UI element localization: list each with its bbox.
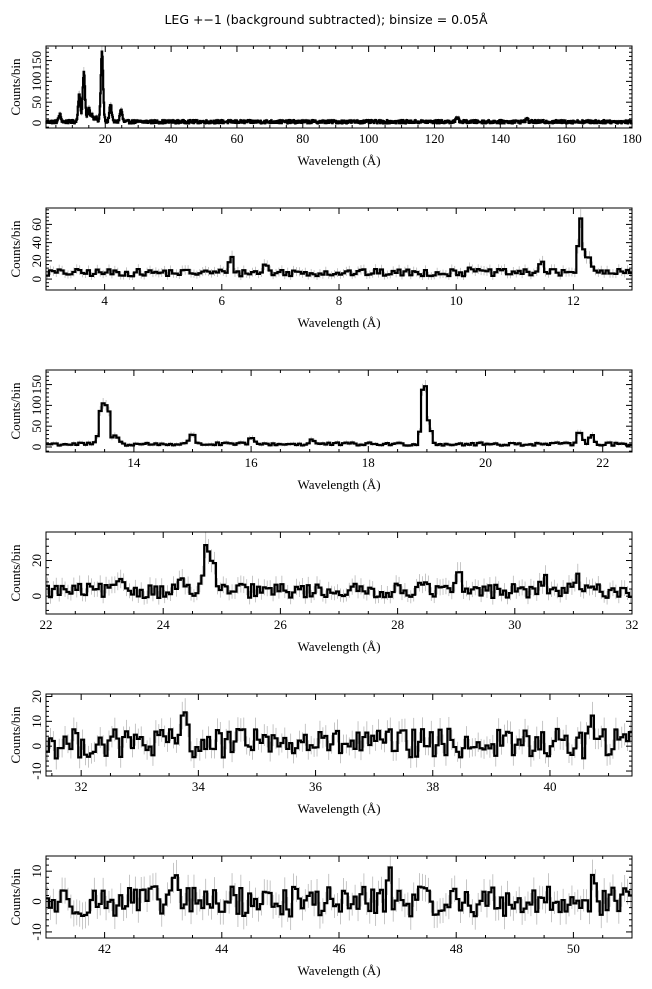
- panel-2: 4 6 8 10 12 0 20 40 60 Wavelength (Å) Counts/bin: [8, 207, 633, 330]
- y-axis-label: Counts/bin: [8, 220, 23, 278]
- y-tick-label: 0: [29, 898, 44, 905]
- plot-frame: [45, 693, 633, 777]
- x-tick-label: 36: [309, 779, 323, 794]
- y-tick-label: 10: [29, 715, 44, 728]
- y-tick-label: 150: [29, 51, 44, 71]
- x-tick-label: 22: [596, 455, 609, 470]
- y-tick-label: 0: [29, 593, 44, 600]
- x-tick-label: 30: [508, 617, 521, 632]
- x-tick-label: 12: [567, 293, 580, 308]
- y-tick-label: 50: [29, 96, 44, 109]
- x-tick-label: 18: [362, 455, 375, 470]
- y-tick-label: 60: [29, 218, 44, 231]
- x-tick-label: 120: [425, 131, 445, 146]
- y-tick-label: 20: [29, 690, 44, 703]
- y-axis-label: Counts/bin: [8, 544, 23, 602]
- y-axis-label: Counts/bin: [8, 382, 23, 440]
- x-tick-label: 28: [391, 617, 404, 632]
- x-tick-label: 32: [75, 779, 88, 794]
- y-axis-label: Counts/bin: [8, 58, 23, 116]
- x-tick-label: 180: [622, 131, 642, 146]
- y-axis-label: Counts/bin: [8, 706, 23, 764]
- panel-5: 32 34 36 38 40 -10 0 10 20 Wavelength (Å) Counts/b…: [8, 690, 633, 816]
- spectrum-line: [46, 866, 632, 918]
- x-axis-label: Wavelength (Å): [297, 639, 380, 654]
- x-tick-label: 42: [98, 941, 111, 956]
- plot-frame: [45, 531, 633, 615]
- y-tick-label: -10: [29, 923, 44, 940]
- x-axis-label: Wavelength (Å): [297, 963, 380, 978]
- figure-title: LEG +−1 (background subtracted); binsize…: [164, 12, 488, 27]
- panel-6: 42 44 46 48 50 -10 0 10 Wavelength (Å) Counts/bin: [8, 855, 633, 978]
- spectrum-line: [46, 385, 632, 447]
- x-tick-label: 16: [245, 455, 259, 470]
- x-tick-label: 44: [215, 941, 229, 956]
- y-tick-label: 150: [29, 375, 44, 395]
- x-tick-label: 6: [219, 293, 226, 308]
- plot-frame: [45, 369, 633, 453]
- x-tick-label: 24: [157, 617, 171, 632]
- plot-frame: [45, 45, 633, 129]
- x-tick-label: 50: [567, 941, 580, 956]
- x-tick-label: 32: [626, 617, 639, 632]
- x-tick-label: 40: [165, 131, 178, 146]
- x-tick-label: 26: [274, 617, 288, 632]
- y-tick-label: 20: [29, 554, 44, 567]
- x-tick-label: 20: [479, 455, 492, 470]
- x-tick-label: 4: [101, 293, 108, 308]
- x-axis-label: Wavelength (Å): [297, 801, 380, 816]
- x-tick-label: 100: [359, 131, 379, 146]
- spectrum-line: [46, 711, 632, 760]
- x-tick-label: 48: [450, 941, 463, 956]
- x-tick-label: 160: [556, 131, 576, 146]
- x-tick-label: 60: [230, 131, 243, 146]
- error-bars: [45, 46, 633, 125]
- x-tick-label: 46: [333, 941, 347, 956]
- y-axis-label: Counts/bin: [8, 868, 23, 926]
- x-axis-label: Wavelength (Å): [297, 153, 380, 168]
- x-tick-label: 80: [296, 131, 309, 146]
- y-tick-label: 100: [29, 396, 44, 416]
- x-tick-label: 20: [99, 131, 112, 146]
- x-tick-label: 8: [336, 293, 343, 308]
- spectrum-line: [46, 544, 632, 600]
- y-tick-label: 0: [29, 444, 44, 451]
- y-tick-label: 10: [29, 865, 44, 878]
- y-tick-label: 50: [29, 420, 44, 433]
- x-axis-label: Wavelength (Å): [297, 315, 380, 330]
- x-tick-label: 38: [426, 779, 439, 794]
- y-tick-label: 40: [29, 236, 44, 249]
- y-tick-label: 0: [29, 120, 44, 127]
- panel-4: 22 24 26 28 30 32 0 20 Wavelength (Å) Counts/bin: [8, 531, 639, 654]
- x-tick-label: 34: [192, 779, 206, 794]
- x-axis-label: Wavelength (Å): [297, 477, 380, 492]
- x-tick-label: 22: [40, 617, 53, 632]
- x-tick-label: 40: [543, 779, 556, 794]
- y-tick-label: 100: [29, 72, 44, 92]
- plot-frame: [45, 207, 633, 291]
- y-tick-label: 0: [29, 743, 44, 750]
- x-tick-label: 14: [127, 455, 141, 470]
- y-tick-label: 0: [29, 276, 44, 283]
- x-tick-label: 140: [491, 131, 511, 146]
- y-tick-label: 20: [29, 254, 44, 267]
- spectrum-line: [45, 50, 633, 125]
- error-bars: [47, 379, 631, 448]
- spectrum-line: [46, 217, 632, 278]
- x-tick-label: 10: [450, 293, 463, 308]
- y-tick-label: -10: [29, 762, 44, 779]
- panel-1: 20 40 60 80 100 120 140 160 180050100150Waveleng…: [8, 45, 642, 168]
